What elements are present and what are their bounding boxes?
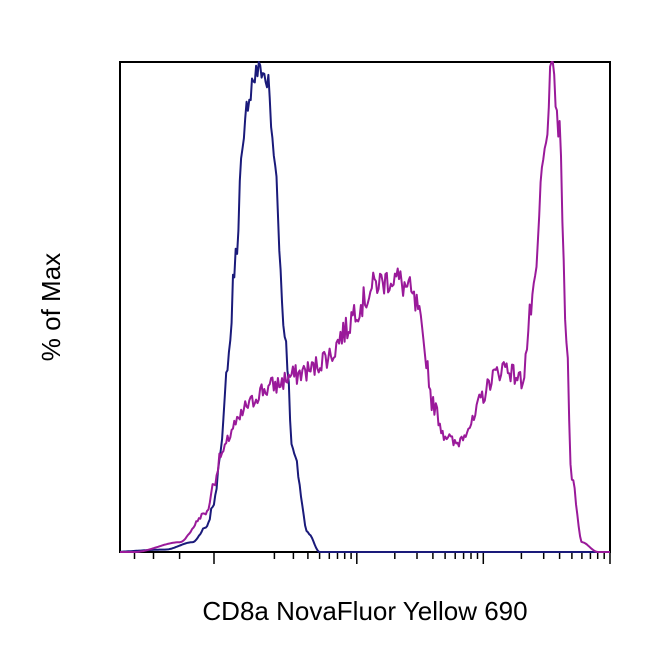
x-axis-label: CD8a NovaFluor Yellow 690 [202,596,527,626]
series-line-1 [120,61,610,553]
series-group [120,61,610,553]
x-axis-ticks [133,552,611,564]
series-line-2 [120,61,610,553]
y-axis-label: % of Max [36,253,66,361]
